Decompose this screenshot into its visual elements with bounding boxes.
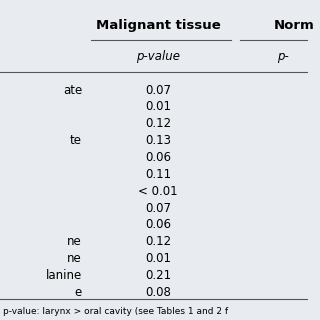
Text: 0.13: 0.13 bbox=[145, 134, 171, 147]
Text: 0.08: 0.08 bbox=[145, 286, 171, 299]
Text: Malignant tissue: Malignant tissue bbox=[96, 19, 220, 32]
Text: 0.07: 0.07 bbox=[145, 202, 171, 215]
Text: 0.11: 0.11 bbox=[145, 168, 171, 181]
Text: p-value: larynx > oral cavity (see Tables 1 and 2 f: p-value: larynx > oral cavity (see Table… bbox=[3, 308, 228, 316]
Text: lanine: lanine bbox=[46, 269, 82, 282]
Text: 0.06: 0.06 bbox=[145, 151, 171, 164]
Text: < 0.01: < 0.01 bbox=[138, 185, 178, 198]
Text: te: te bbox=[70, 134, 82, 147]
Text: ne: ne bbox=[67, 252, 82, 265]
Text: ne: ne bbox=[67, 235, 82, 248]
Text: e: e bbox=[75, 286, 82, 299]
Text: 0.12: 0.12 bbox=[145, 117, 171, 130]
Text: 0.12: 0.12 bbox=[145, 235, 171, 248]
Text: 0.01: 0.01 bbox=[145, 252, 171, 265]
Text: p-value: p-value bbox=[136, 50, 180, 62]
Text: 0.01: 0.01 bbox=[145, 100, 171, 113]
Text: p-: p- bbox=[277, 50, 288, 62]
Text: Norm: Norm bbox=[274, 19, 314, 32]
Text: 0.06: 0.06 bbox=[145, 219, 171, 231]
Text: 0.21: 0.21 bbox=[145, 269, 171, 282]
Text: ate: ate bbox=[63, 84, 82, 97]
Text: 0.07: 0.07 bbox=[145, 84, 171, 97]
